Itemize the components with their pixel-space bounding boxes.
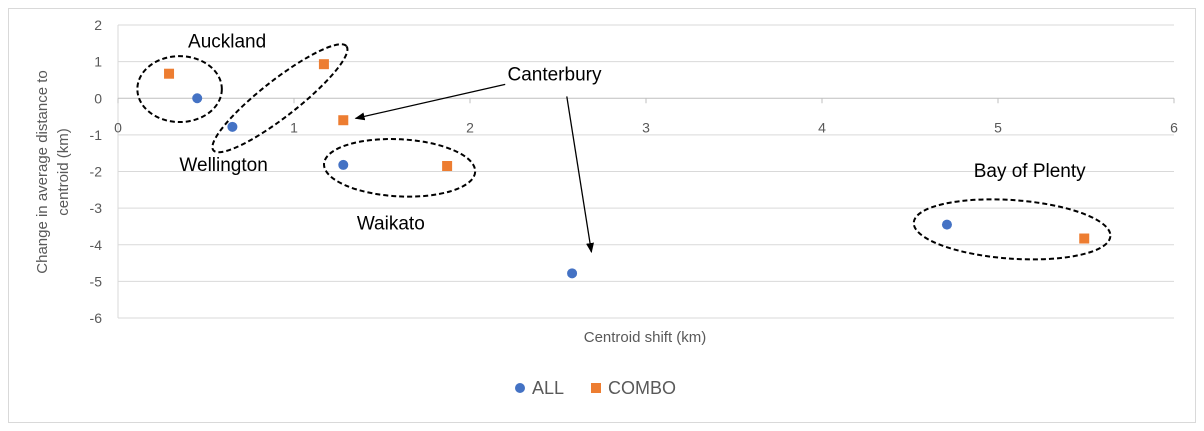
- x-tick-label: 4: [818, 119, 826, 135]
- y-axis-title-line1: Change in average distance to: [34, 70, 51, 273]
- legend-marker-combo: [591, 383, 601, 393]
- point-combo: [318, 59, 329, 70]
- x-tick-label: 3: [642, 119, 650, 135]
- gridlines: [118, 24, 1174, 319]
- x-tick-label: 2: [466, 119, 474, 135]
- annotation-label-auckland: Auckland: [188, 32, 266, 53]
- legend-label-all: ALL: [532, 378, 564, 398]
- y-tick-label: 0: [94, 90, 102, 106]
- y-tick-label: -2: [90, 164, 103, 180]
- point-all: [941, 219, 952, 230]
- annotation-label-canterbury: Canterbury: [507, 65, 601, 86]
- x-tick-label: 5: [994, 119, 1002, 135]
- x-tick-label: 0: [114, 119, 122, 135]
- y-axis-title-line2: centroid (km): [55, 128, 72, 216]
- y-tick-label: 2: [94, 17, 102, 33]
- legend: ALL COMBO: [515, 378, 676, 398]
- annotation-label-bay-of-plenty: Bay of Plenty: [974, 161, 1086, 182]
- legend-marker-all: [515, 383, 525, 393]
- y-tick-label: -4: [90, 237, 103, 253]
- grouping-ellipse-bay-of-plenty: [912, 198, 1112, 261]
- annotation-arrow: [354, 83, 506, 121]
- point-all: [567, 268, 578, 279]
- annotation-arrows: [354, 83, 594, 254]
- x-tick-label: 1: [290, 119, 298, 135]
- grouping-ellipse-waikato: [323, 138, 477, 198]
- annotation-arrow: [566, 96, 594, 254]
- y-tick-label: 1: [94, 54, 102, 70]
- grouping-ellipse-auckland: [136, 55, 223, 124]
- y-tick-label: -1: [90, 127, 103, 143]
- point-all: [338, 159, 349, 170]
- y-tick-label: -6: [90, 310, 103, 326]
- data-points: [164, 59, 1090, 279]
- point-combo: [164, 68, 175, 79]
- point-all: [192, 93, 203, 104]
- grouping-ellipse-wellington: [211, 43, 349, 154]
- axes: 2 1 0 -1 -2 -3 -4 -5 -6 0 1 2 3 4 5 6: [90, 17, 1179, 326]
- point-combo: [338, 115, 349, 126]
- grouping-ellipses: [136, 43, 1112, 261]
- x-tick-label: 6: [1170, 119, 1178, 135]
- point-combo: [1079, 233, 1090, 244]
- point-all: [227, 121, 238, 132]
- annotation-label-waikato: Waikato: [357, 213, 425, 234]
- chart-frame: [8, 8, 1196, 423]
- y-tick-label: -5: [90, 273, 103, 289]
- legend-label-combo: COMBO: [608, 378, 676, 398]
- point-combo: [442, 161, 453, 172]
- annotations: Auckland Wellington Waikato Canterbury Bay o…: [179, 32, 1086, 235]
- annotation-label-wellington: Wellington: [179, 155, 267, 176]
- x-axis-title: Centroid shift (km): [584, 329, 707, 346]
- y-tick-label: -3: [90, 200, 103, 216]
